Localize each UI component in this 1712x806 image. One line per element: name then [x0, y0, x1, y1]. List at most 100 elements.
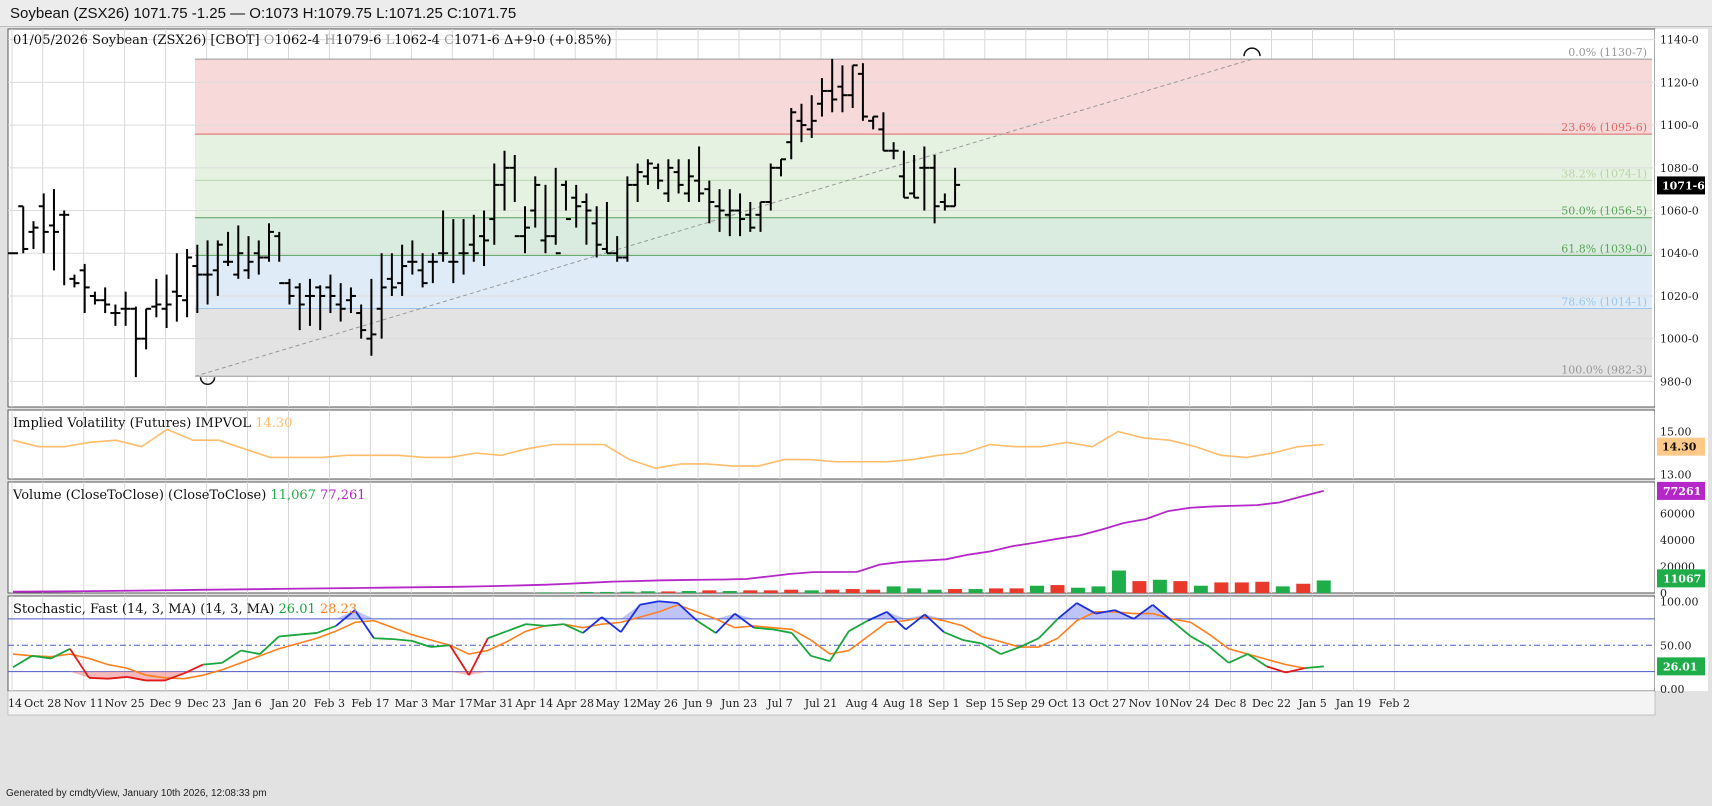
ohlc-bar — [294, 283, 305, 331]
ohlc-bar — [632, 163, 643, 202]
iv-last-label: 14.30 — [1662, 441, 1697, 454]
stoch-k-segment — [620, 604, 641, 633]
stoch-oversold-fill — [69, 671, 89, 678]
ohlc-bar — [458, 219, 469, 275]
stoch-y-tick: 100.00 — [1660, 595, 1699, 608]
stoch-k-segment — [1133, 604, 1154, 620]
stoch-k-segment — [772, 628, 792, 634]
price-y-tick: 1100-0 — [1660, 119, 1699, 132]
stoch-k-segment — [943, 631, 964, 641]
price-y-tick: 1040-0 — [1660, 247, 1699, 260]
ohlc-bar — [847, 64, 858, 109]
stoch-k-segment — [1019, 637, 1040, 648]
ohlc-bar — [878, 112, 889, 152]
ohlc-bar — [857, 63, 868, 121]
ohlc-bar — [642, 159, 653, 185]
x-tick-label: May 12 — [595, 697, 637, 710]
chart-area[interactable]: 0.0% (1130-7) 23.6% (1095-6) 38.2% (1074-1… — [0, 27, 1712, 790]
legend-part: Implied Volatility (Futures) IMPVOL — [13, 416, 255, 431]
fib-band — [195, 59, 1652, 135]
ohlc-bar — [284, 278, 295, 305]
volume-bar — [1050, 585, 1065, 593]
vol-y-tick: 40000 — [1660, 534, 1695, 547]
chart-svg[interactable]: 0.0% (1130-7) 23.6% (1095-6) 38.2% (1074-1… — [0, 27, 1712, 786]
x-tick-label: Feb 2 — [1379, 697, 1410, 710]
x-tick-label: Jan 5 — [1297, 697, 1327, 710]
stoch-k-segment — [1209, 646, 1230, 664]
fib-level-label: 78.6% (1014-1) — [1561, 295, 1647, 308]
ohlc-bar — [837, 65, 848, 113]
legend-part: C — [444, 33, 454, 48]
fib-level-label: 23.6% (1095-6) — [1561, 121, 1647, 134]
volume-bar — [825, 589, 840, 593]
x-tick-label: Jan 19 — [1335, 697, 1372, 710]
legend-part: 1062-4 — [274, 33, 324, 48]
volume-bar — [804, 590, 819, 593]
volume-bar — [1030, 585, 1044, 593]
ohlc-bar — [530, 176, 541, 228]
ohlc-bar — [448, 219, 459, 284]
stoch-k-segment — [1171, 619, 1192, 638]
stoch-k-segment — [12, 655, 33, 669]
volume-last-box — [1657, 569, 1705, 588]
x-tick-label: Mar 17 — [432, 697, 473, 710]
legend-part: 1062-4 — [394, 33, 444, 48]
ohlc-bar — [673, 159, 684, 194]
stoch-k-segment — [753, 626, 773, 631]
stoch-k-segment — [829, 630, 850, 662]
x-tick-label: Nov 10 — [1129, 697, 1169, 710]
stoch-k-segment — [582, 616, 603, 634]
ohlc-bar — [427, 253, 438, 284]
swing-high-marker — [1243, 47, 1261, 57]
volume-bar — [661, 591, 676, 593]
stoch-k-segment — [791, 632, 812, 657]
stoch-k-segment — [88, 676, 109, 680]
volume-bar — [1009, 588, 1024, 593]
ohlc-bar — [520, 206, 530, 254]
volume-bar — [1132, 581, 1147, 593]
ohlc-bar — [479, 210, 490, 267]
ohlc-bar — [438, 210, 449, 262]
ohlc-bar — [796, 103, 807, 143]
ohlc-bar — [704, 180, 715, 224]
ohlc-bar — [345, 287, 356, 314]
stoch-k-segment — [601, 616, 622, 633]
ohlc-bar — [950, 167, 961, 208]
ohlc-bar — [898, 150, 909, 199]
stoch-k-segment — [905, 613, 926, 631]
volume-bar — [886, 586, 901, 593]
stoch-y-tick: 50.00 — [1660, 639, 1692, 652]
ohlc-bar — [264, 223, 274, 262]
stoch-k-segment — [316, 625, 337, 634]
x-tick-label: 14 — [8, 697, 22, 710]
ohlc-bar — [909, 155, 920, 199]
x-tick-label: Aug 18 — [882, 697, 923, 710]
stoch-k-segment — [1266, 665, 1287, 674]
volume-ma-line — [12, 490, 1324, 593]
volume-bar — [620, 591, 635, 593]
price-panel-title: 01/05/2026 Soybean (ZSX26) [CBOT] O1062-… — [13, 33, 612, 48]
stoch-last-box — [1657, 657, 1705, 676]
stoch-k-segment — [278, 633, 299, 638]
volume-bar — [1255, 581, 1270, 593]
stoch-k-segment — [411, 640, 432, 648]
stoch-k-segment — [734, 612, 755, 629]
stoch-k-segment — [658, 600, 678, 604]
fib-level-label: 38.2% (1074-1) — [1561, 167, 1647, 180]
x-tick-label: Apr 28 — [555, 697, 594, 710]
stoch-k-segment — [449, 644, 470, 676]
iv-line — [12, 428, 1324, 470]
stoch-k-segment — [639, 600, 660, 606]
iv-y-tick: 13.00 — [1660, 469, 1692, 482]
ohlc-bar — [499, 150, 510, 211]
volume-bar — [1193, 585, 1208, 593]
legend-part: H — [324, 33, 335, 48]
ohlc-bar — [48, 189, 59, 271]
ohlc-bar — [376, 253, 387, 339]
stoch-k-segment — [392, 638, 412, 642]
ohlc-bar — [304, 278, 315, 326]
volume-bar — [1214, 582, 1229, 593]
x-tick-label: Sep 29 — [1006, 697, 1045, 710]
volume-bar — [702, 590, 717, 593]
ohlc-bar — [653, 163, 664, 190]
